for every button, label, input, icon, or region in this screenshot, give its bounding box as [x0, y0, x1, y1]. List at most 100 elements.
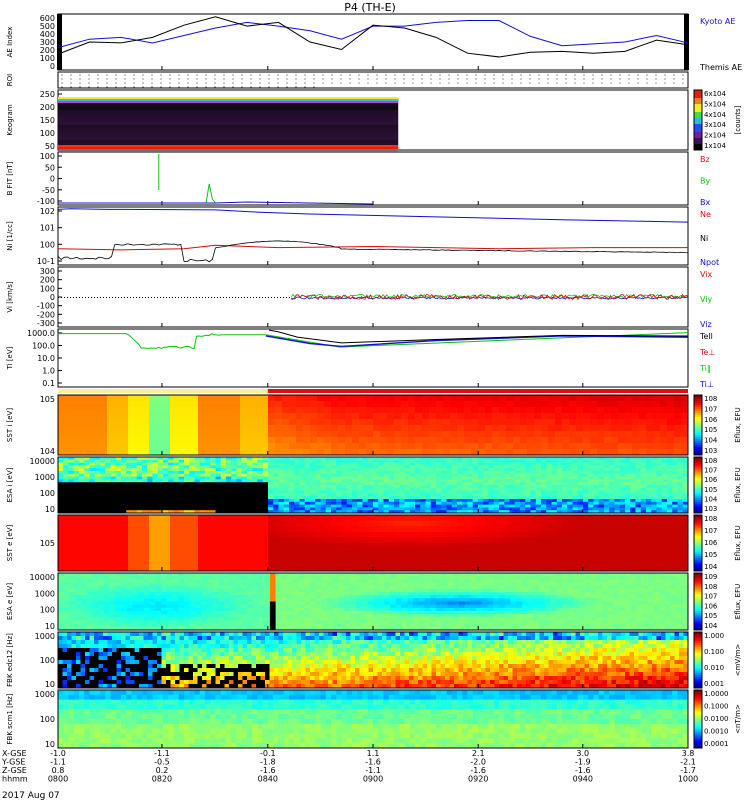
- heatmap-cell: [254, 413, 262, 420]
- heatmap-cell: [609, 501, 615, 505]
- heatmap-cell: [541, 449, 549, 456]
- heatmap-cell: [646, 565, 654, 572]
- heatmap-cell: [170, 437, 178, 444]
- heatmap-cell: [69, 573, 76, 577]
- heatmap-cell: [674, 548, 682, 555]
- heatmap-cell: [556, 490, 563, 494]
- heatmap-cell: [89, 510, 96, 514]
- roi-dot: [322, 74, 324, 76]
- heatmap-cell: [373, 476, 379, 480]
- roi-dot: [340, 78, 342, 80]
- heatmap-cell: [441, 473, 447, 477]
- roi-dot: [367, 78, 369, 80]
- heatmap-cell: [240, 401, 248, 408]
- heatmap-cell: [632, 543, 640, 549]
- heatmap-cell: [226, 493, 232, 497]
- heatmap-cell: [126, 501, 132, 505]
- heatmap-cell: [625, 419, 633, 426]
- heatmap-cell: [75, 604, 82, 609]
- heatmap-cell: [58, 431, 66, 438]
- heatmap-cell: [604, 457, 610, 461]
- heatmap-cell: [534, 401, 542, 408]
- heatmap-cell: [73, 496, 80, 500]
- heatmap-cell: [667, 431, 675, 438]
- heatmap-cell: [541, 496, 547, 500]
- heatmap-cell: [289, 457, 295, 461]
- heatmap-cell: [184, 401, 192, 408]
- heatmap-cell: [247, 499, 253, 503]
- roi-dot: [169, 78, 171, 80]
- heatmap-cell: [667, 543, 675, 549]
- heatmap-cell: [73, 499, 80, 503]
- heatmap-cell: [467, 490, 474, 494]
- colorbar-cell: [694, 403, 702, 406]
- heatmap-cell: [346, 504, 353, 508]
- heatmap-cell: [373, 479, 379, 483]
- heatmap-cell: [399, 465, 405, 469]
- heatmap-cell: [604, 465, 610, 469]
- heatmap-cell: [394, 507, 400, 511]
- heatmap-cell: [346, 490, 353, 494]
- heatmap-cell: [672, 496, 678, 500]
- heatmap-cell: [646, 504, 652, 508]
- heatmap-cell: [299, 462, 306, 466]
- heatmap-cell: [233, 407, 241, 414]
- heatmap-cell: [257, 496, 264, 500]
- heatmap-cell: [346, 499, 353, 503]
- heatmap-cell: [231, 493, 237, 497]
- roi-dot: [439, 78, 441, 80]
- heatmap-cell: [75, 576, 82, 580]
- heatmap-cell: [107, 515, 115, 521]
- heatmap-cell: [189, 457, 195, 461]
- heatmap-cell: [609, 490, 615, 494]
- heatmap-cell: [464, 565, 472, 572]
- heatmap-cell: [79, 554, 87, 561]
- roi-dot: [412, 74, 414, 76]
- heatmap-cell: [278, 459, 285, 463]
- heatmap-cell: [366, 425, 374, 432]
- heatmap-cell: [446, 499, 453, 503]
- heatmap-cell: [75, 592, 82, 596]
- roi-dot: [250, 82, 252, 84]
- heatmap-cell: [69, 620, 76, 625]
- heatmap-cell: [640, 468, 647, 472]
- heatmap-cell: [194, 493, 201, 497]
- heatmap-cell: [632, 425, 640, 432]
- heatmap-cell: [136, 487, 143, 491]
- heatmap-cell: [625, 459, 631, 463]
- roi-dot: [565, 74, 567, 76]
- heatmap-cell: [79, 395, 87, 402]
- heatmap-cell: [625, 479, 631, 483]
- heatmap-cell: [583, 465, 589, 469]
- heatmap-cell: [422, 425, 430, 432]
- heatmap-cell: [535, 496, 542, 500]
- heatmap-cell: [667, 425, 675, 432]
- heatmap-cell: [635, 462, 642, 466]
- heatmap-cell: [534, 543, 542, 549]
- heatmap-cell: [450, 443, 458, 450]
- heatmap-cell: [562, 493, 568, 497]
- heatmap-cell: [527, 413, 535, 420]
- heatmap-cell: [609, 496, 615, 500]
- heatmap-cell: [320, 504, 327, 508]
- heatmap-cell: [65, 565, 73, 572]
- heatmap-cell: [646, 559, 654, 566]
- heatmap-cell: [73, 468, 80, 472]
- heatmap-cell: [126, 487, 132, 491]
- heatmap-cell: [240, 449, 248, 456]
- heatmap-cell: [65, 554, 73, 561]
- heatmap-cell: [303, 531, 311, 538]
- roi-dot: [412, 82, 414, 84]
- roi-dot: [295, 82, 297, 84]
- heatmap-cell: [325, 465, 332, 469]
- y-tick-label: 500: [40, 22, 55, 31]
- panel-ti: Ti [eV]1000.0100.010.01.00.1TellTe⊥Ti‖Ti…: [6, 328, 715, 389]
- heatmap-cell: [86, 401, 94, 408]
- heatmap-cell: [94, 471, 101, 475]
- heatmap-cell: [240, 543, 248, 549]
- heatmap-cell: [325, 504, 332, 508]
- heatmap-cell: [261, 401, 269, 408]
- roi-dot: [466, 78, 468, 80]
- heatmap-cell: [163, 425, 171, 432]
